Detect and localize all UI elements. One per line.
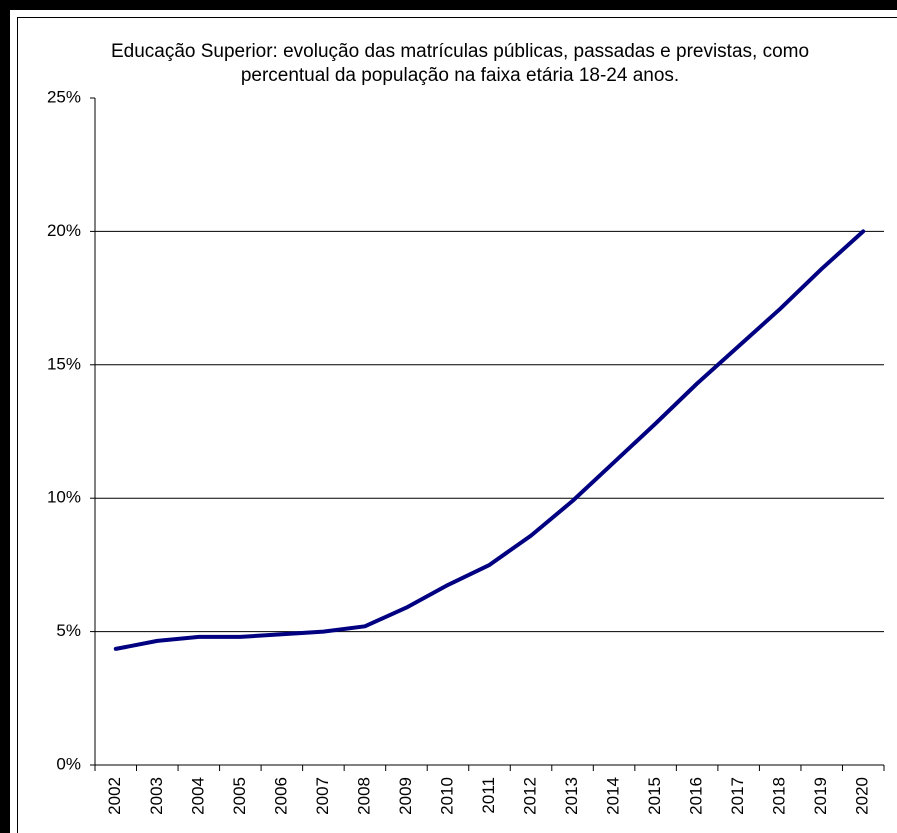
x-tick-label: 2009 — [396, 777, 415, 815]
x-tick-label: 2017 — [728, 777, 747, 815]
x-tick-label: 2002 — [105, 777, 124, 815]
inner-frame — [17, 17, 897, 833]
y-tick-label: 0% — [56, 754, 81, 773]
x-tick-label: 2015 — [645, 777, 664, 815]
x-tick-label: 2005 — [230, 777, 249, 815]
x-tick-label: 2016 — [687, 777, 706, 815]
x-tick-label: 2004 — [188, 777, 207, 815]
y-tick-label: 5% — [56, 621, 81, 640]
x-tick-label: 2013 — [562, 777, 581, 815]
x-tick-label: 2010 — [437, 777, 456, 815]
data-line — [113, 229, 866, 651]
x-tick-label: 2007 — [313, 777, 332, 815]
x-tick-label: 2008 — [354, 777, 373, 815]
x-tick-label: 2020 — [853, 777, 872, 815]
x-tick-label: 2006 — [271, 777, 290, 815]
y-tick-label: 20% — [47, 221, 81, 240]
x-tick-label: 2018 — [770, 777, 789, 815]
x-tick-label: 2019 — [811, 777, 830, 815]
y-tick-label: 15% — [47, 354, 81, 373]
x-tick-label: 2011 — [479, 777, 498, 814]
y-tick-label: 25% — [47, 87, 81, 106]
x-tick-label: 2014 — [604, 777, 623, 815]
y-tick-label: 10% — [47, 488, 81, 507]
x-tick-label: 2003 — [147, 777, 166, 815]
chart-title: Educação Superior: evolução das matrícul… — [110, 41, 810, 86]
x-tick-label: 2012 — [521, 777, 540, 815]
